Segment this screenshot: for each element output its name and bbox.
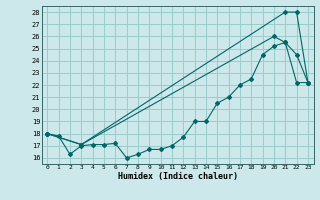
X-axis label: Humidex (Indice chaleur): Humidex (Indice chaleur) [118,172,237,181]
